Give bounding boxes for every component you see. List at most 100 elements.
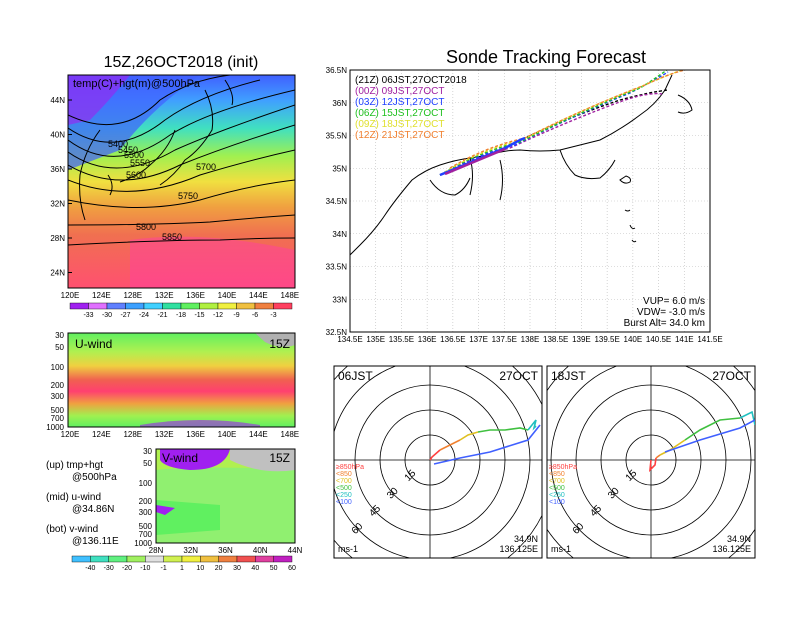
uwind-y-tick: 300 [51, 392, 65, 401]
tracking-title: Sonde Tracking Forecast [446, 47, 646, 67]
level-legend: <700 [336, 478, 352, 485]
uwind-x-tick: 128E [123, 430, 142, 439]
hodograph-time: 18JST [551, 369, 586, 383]
hodograph-lat: 34.9N [514, 534, 538, 544]
tracking-lat-tick: 34.5N [326, 197, 348, 206]
tracking-lon-tick: 141E [675, 335, 694, 344]
vwind-y-tick: 700 [139, 530, 153, 539]
temperature-colorbar: -33 -30 -27 -24 -21 -18 -15 -12 -9 -6 -3 [69, 302, 293, 319]
hodograph-lon: 136.125E [499, 544, 538, 554]
vwind-y-tick: 500 [139, 522, 153, 531]
vwind-y-tick: 50 [143, 459, 152, 468]
launch-list: (21Z) 06JST,27OCT2018(00Z) 09JST,27OCT(0… [355, 75, 467, 141]
colorbar-swatch [106, 302, 126, 310]
map-lat-ticks: 44N 40N 36N 32N 28N 24N [50, 96, 72, 278]
wind-colorbar-label: -20 [122, 565, 132, 572]
colorbar-label: -24 [139, 312, 149, 319]
tracking-lon-tick: 137.5E [492, 335, 517, 344]
colorbar-swatch [199, 302, 219, 310]
contour-label: 5700 [196, 162, 216, 172]
level-legend: ≥850hPa [336, 464, 364, 471]
level-legend: <500 [336, 485, 352, 492]
uwind-frame [67, 332, 296, 428]
sonde-tracks [439, 70, 686, 177]
sonde-track [449, 70, 686, 169]
vwind-y-tick: 30 [143, 447, 152, 456]
map-lon-tick: 140E [218, 291, 237, 300]
tracking-lon-tick: 135E [366, 335, 385, 344]
tracking-lon-tick: 138E [521, 335, 540, 344]
wind-colorbar-label: 60 [288, 565, 296, 572]
hodograph-units: ms-1 [338, 544, 358, 554]
map-lat-tick: 28N [50, 234, 65, 243]
tracking-lat-tick: 33.5N [326, 263, 348, 272]
contour-label: 5600 [126, 170, 146, 180]
coastline [350, 74, 693, 256]
tracking-lat-tick: 36.5N [326, 66, 348, 75]
tracking-lon-tick: 138.5E [543, 335, 568, 344]
wind-colorbar-swatch [90, 555, 109, 563]
vwind-x-tick: 36N [218, 546, 233, 555]
tracking-lon-tick: 141.5E [697, 335, 722, 344]
hodograph-date: 27OCT [499, 369, 538, 383]
map-lon-tick: 124E [92, 291, 111, 300]
tracking-lon-tick: 135.5E [389, 335, 414, 344]
map-lat-tick: 40N [50, 131, 65, 140]
uwind-x-tick: 136E [186, 430, 205, 439]
vup-text: VUP= 6.0 m/s [643, 296, 705, 307]
level-legend: <700 [549, 478, 565, 485]
wind-colorbar-swatch [145, 555, 164, 563]
wind-trace [527, 419, 537, 431]
sonde-params: VUP= 6.0 m/s VDW= -3.0 m/s Burst Alt= 34… [624, 296, 705, 329]
uwind-y-tick: 700 [51, 414, 65, 423]
colorbar-swatch [217, 302, 237, 310]
uwind-x-tick: 124E [92, 430, 111, 439]
launch-entry: (00Z) 09JST,27OCT [355, 86, 444, 97]
uwind-x-tick: 140E [218, 430, 237, 439]
hodograph-lat: 34.9N [727, 534, 751, 544]
tracking-lon-ticks: 134.5E 135E 135.5E 136E 136.5E 137E 137.5E 138E… [337, 335, 722, 344]
uwind-y-tick: 500 [51, 406, 65, 415]
launch-entry: (09Z) 18JST,27OCT [355, 119, 444, 130]
wind-colorbar-swatch [255, 555, 274, 563]
colorbar-swatch [88, 302, 108, 310]
level-legend: <100 [336, 499, 352, 506]
vwind-y-tick: 300 [139, 508, 153, 517]
uwind-x-tick: 132E [155, 430, 174, 439]
tracking-lat-tick: 35.5N [326, 132, 348, 141]
tracking-lat-tick: 34N [332, 230, 347, 239]
map-lon-ticks: 120E 124E 128E 132E 136E 140E 144E 148E [61, 291, 299, 300]
map-lon-tick: 128E [123, 291, 142, 300]
contour-labels: 5400 5450 5500 5550 5600 5700 5750 5800 … [108, 139, 216, 242]
level-legend: <850 [336, 471, 352, 478]
level-legend: <250 [336, 492, 352, 499]
colorbar-label: -15 [194, 312, 204, 319]
tracking-lat-tick: 35N [332, 164, 347, 173]
wind-trace [459, 431, 479, 441]
vwind-x-tick: 28N [149, 546, 164, 555]
sonde-track [439, 70, 668, 176]
hodograph-lon: 136.125E [712, 544, 751, 554]
wind-colorbar-swatch [181, 555, 201, 563]
wind-trace [433, 424, 541, 465]
tracking-lon-tick: 136E [418, 335, 437, 344]
wind-trace [655, 454, 661, 459]
hodograph-time: 06JST [338, 369, 373, 383]
legend-up2: @500hPa [72, 472, 117, 483]
colorbar-swatch [162, 302, 182, 310]
wind-colorbar-swatch [71, 555, 91, 563]
vwind-y-tick: 200 [139, 497, 153, 506]
wind-trace [648, 457, 657, 473]
colorbar-swatch [254, 302, 274, 310]
tracking-lat-ticks: 36.5N 36N 35.5N 35N 34.5N 34N 33.5N 33N 32.5N [326, 66, 348, 337]
panel-legend: (up) tmp+hgt @500hPa (mid) u-wind @34.86… [46, 460, 119, 547]
uwind-x-ticks: 120E 124E 128E 132E 136E 140E 144E 148E [61, 430, 299, 439]
uwind-y-tick: 200 [51, 381, 65, 390]
tracking-lat-tick: 36N [332, 99, 347, 108]
tracking-map [350, 70, 710, 332]
contour-label: 5400 [108, 139, 128, 149]
hodograph-date: 27OCT [712, 369, 751, 383]
